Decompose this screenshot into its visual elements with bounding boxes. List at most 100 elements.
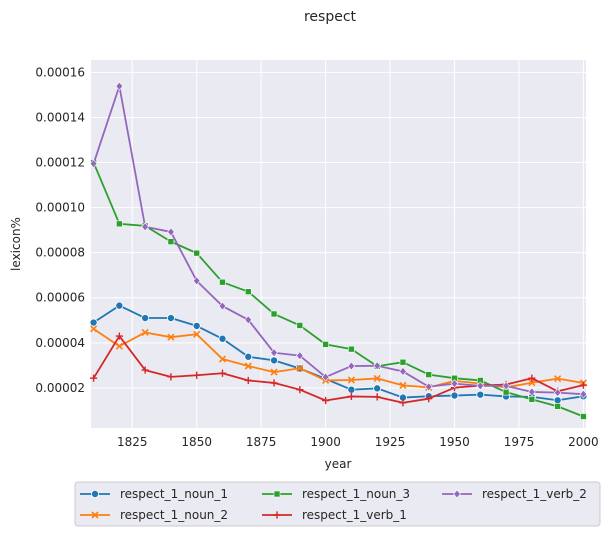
x-tick-label: 1875 [246, 435, 277, 449]
data-point [167, 373, 175, 381]
data-point [528, 374, 536, 382]
x-tick-label: 1850 [181, 435, 212, 449]
legend-item: respect_1_verb_2 [442, 487, 587, 501]
x-axis-label: year [325, 457, 352, 471]
data-point [244, 362, 252, 370]
data-point [115, 342, 123, 350]
legend-marker [453, 489, 461, 499]
x-tick-label: 2000 [568, 435, 599, 449]
data-point [347, 392, 355, 401]
y-tick-label: 0.00004 [35, 336, 85, 350]
data-point [244, 376, 252, 385]
data-point [399, 366, 407, 376]
data-point [141, 366, 149, 374]
data-point [167, 238, 175, 245]
legend-label: respect_1_verb_2 [482, 487, 587, 501]
y-tick-label: 0.00012 [35, 156, 85, 170]
grid-lines [91, 60, 586, 428]
y-tick-label: 0.00002 [35, 381, 85, 395]
data-point [89, 318, 98, 327]
y-tick-label: 0.00016 [35, 65, 85, 79]
data-point [89, 374, 98, 382]
data-point [450, 379, 459, 389]
legend-marker [91, 511, 99, 519]
legend-marker [273, 511, 281, 519]
data-point [502, 381, 510, 391]
data-point [554, 375, 562, 383]
data-point [424, 382, 433, 392]
data-point [579, 389, 588, 399]
legend-box [74, 481, 601, 527]
data-point [270, 368, 278, 376]
chart-title: respect [304, 9, 357, 25]
x-tick-label: 1925 [375, 435, 406, 449]
data-point [528, 379, 536, 387]
data-point [296, 364, 304, 372]
y-tick-label: 0.00010 [35, 201, 85, 215]
data-point [347, 361, 356, 371]
data-point [115, 332, 123, 340]
data-point [270, 348, 278, 358]
data-point [348, 345, 355, 353]
data-point [218, 301, 227, 311]
series-line [92, 162, 584, 418]
data-point [399, 358, 407, 366]
legend-label: respect_1_verb_1 [302, 508, 407, 522]
data-point [218, 334, 227, 343]
data-point [141, 222, 149, 232]
data-point [347, 385, 356, 394]
data-point [270, 310, 278, 318]
data-point [167, 333, 175, 341]
data-point [270, 356, 279, 365]
axis-ticks: 1825 1850 1875 1900 1925 1950 1975 2000 0.00002 0… [35, 65, 598, 449]
data-point [528, 387, 536, 397]
legend-marker [273, 490, 281, 498]
legend-marker [91, 489, 100, 498]
data-point [373, 393, 381, 401]
data-point [296, 386, 304, 394]
data-point [322, 396, 330, 405]
data-point [166, 314, 175, 323]
y-axis-label: lexicon% [9, 217, 23, 271]
data-point [580, 413, 587, 420]
y-tick-label: 0.00006 [35, 291, 85, 305]
data-point [193, 330, 201, 338]
data-point [115, 81, 124, 91]
data-point [296, 351, 304, 361]
legend-item: respect_1_verb_1 [262, 508, 407, 522]
data-point [399, 399, 407, 407]
series-layer [89, 81, 588, 420]
data-point [321, 372, 330, 382]
data-point [167, 227, 175, 237]
data-point [373, 384, 382, 393]
data-point [244, 288, 252, 295]
data-point [141, 328, 149, 337]
y-tick-label: 0.00008 [35, 246, 85, 260]
series-respect_1_verb_2 [89, 81, 588, 399]
data-point [270, 379, 278, 387]
data-point [193, 249, 201, 257]
x-tick-label: 1900 [310, 435, 341, 449]
data-point [219, 278, 226, 286]
data-point [553, 396, 562, 405]
x-tick-label: 1975 [504, 435, 535, 449]
data-point [450, 391, 459, 400]
data-point [218, 355, 227, 363]
data-point [115, 301, 124, 310]
data-point [528, 396, 536, 403]
y-tick-label: 0.00014 [35, 110, 85, 124]
legend-item: respect_1_noun_3 [262, 487, 410, 501]
legend-label: respect_1_noun_1 [120, 487, 228, 501]
legend-item: respect_1_noun_2 [80, 508, 228, 522]
data-point [322, 341, 329, 348]
series-line [93, 328, 584, 389]
legend-label: respect_1_noun_3 [302, 487, 410, 501]
x-tick-label: 1950 [439, 435, 470, 449]
data-point [579, 381, 588, 389]
data-point [193, 371, 201, 379]
data-point [399, 381, 407, 389]
legend-item: respect_1_noun_1 [80, 487, 228, 501]
data-point [244, 352, 253, 361]
data-point [553, 388, 562, 398]
